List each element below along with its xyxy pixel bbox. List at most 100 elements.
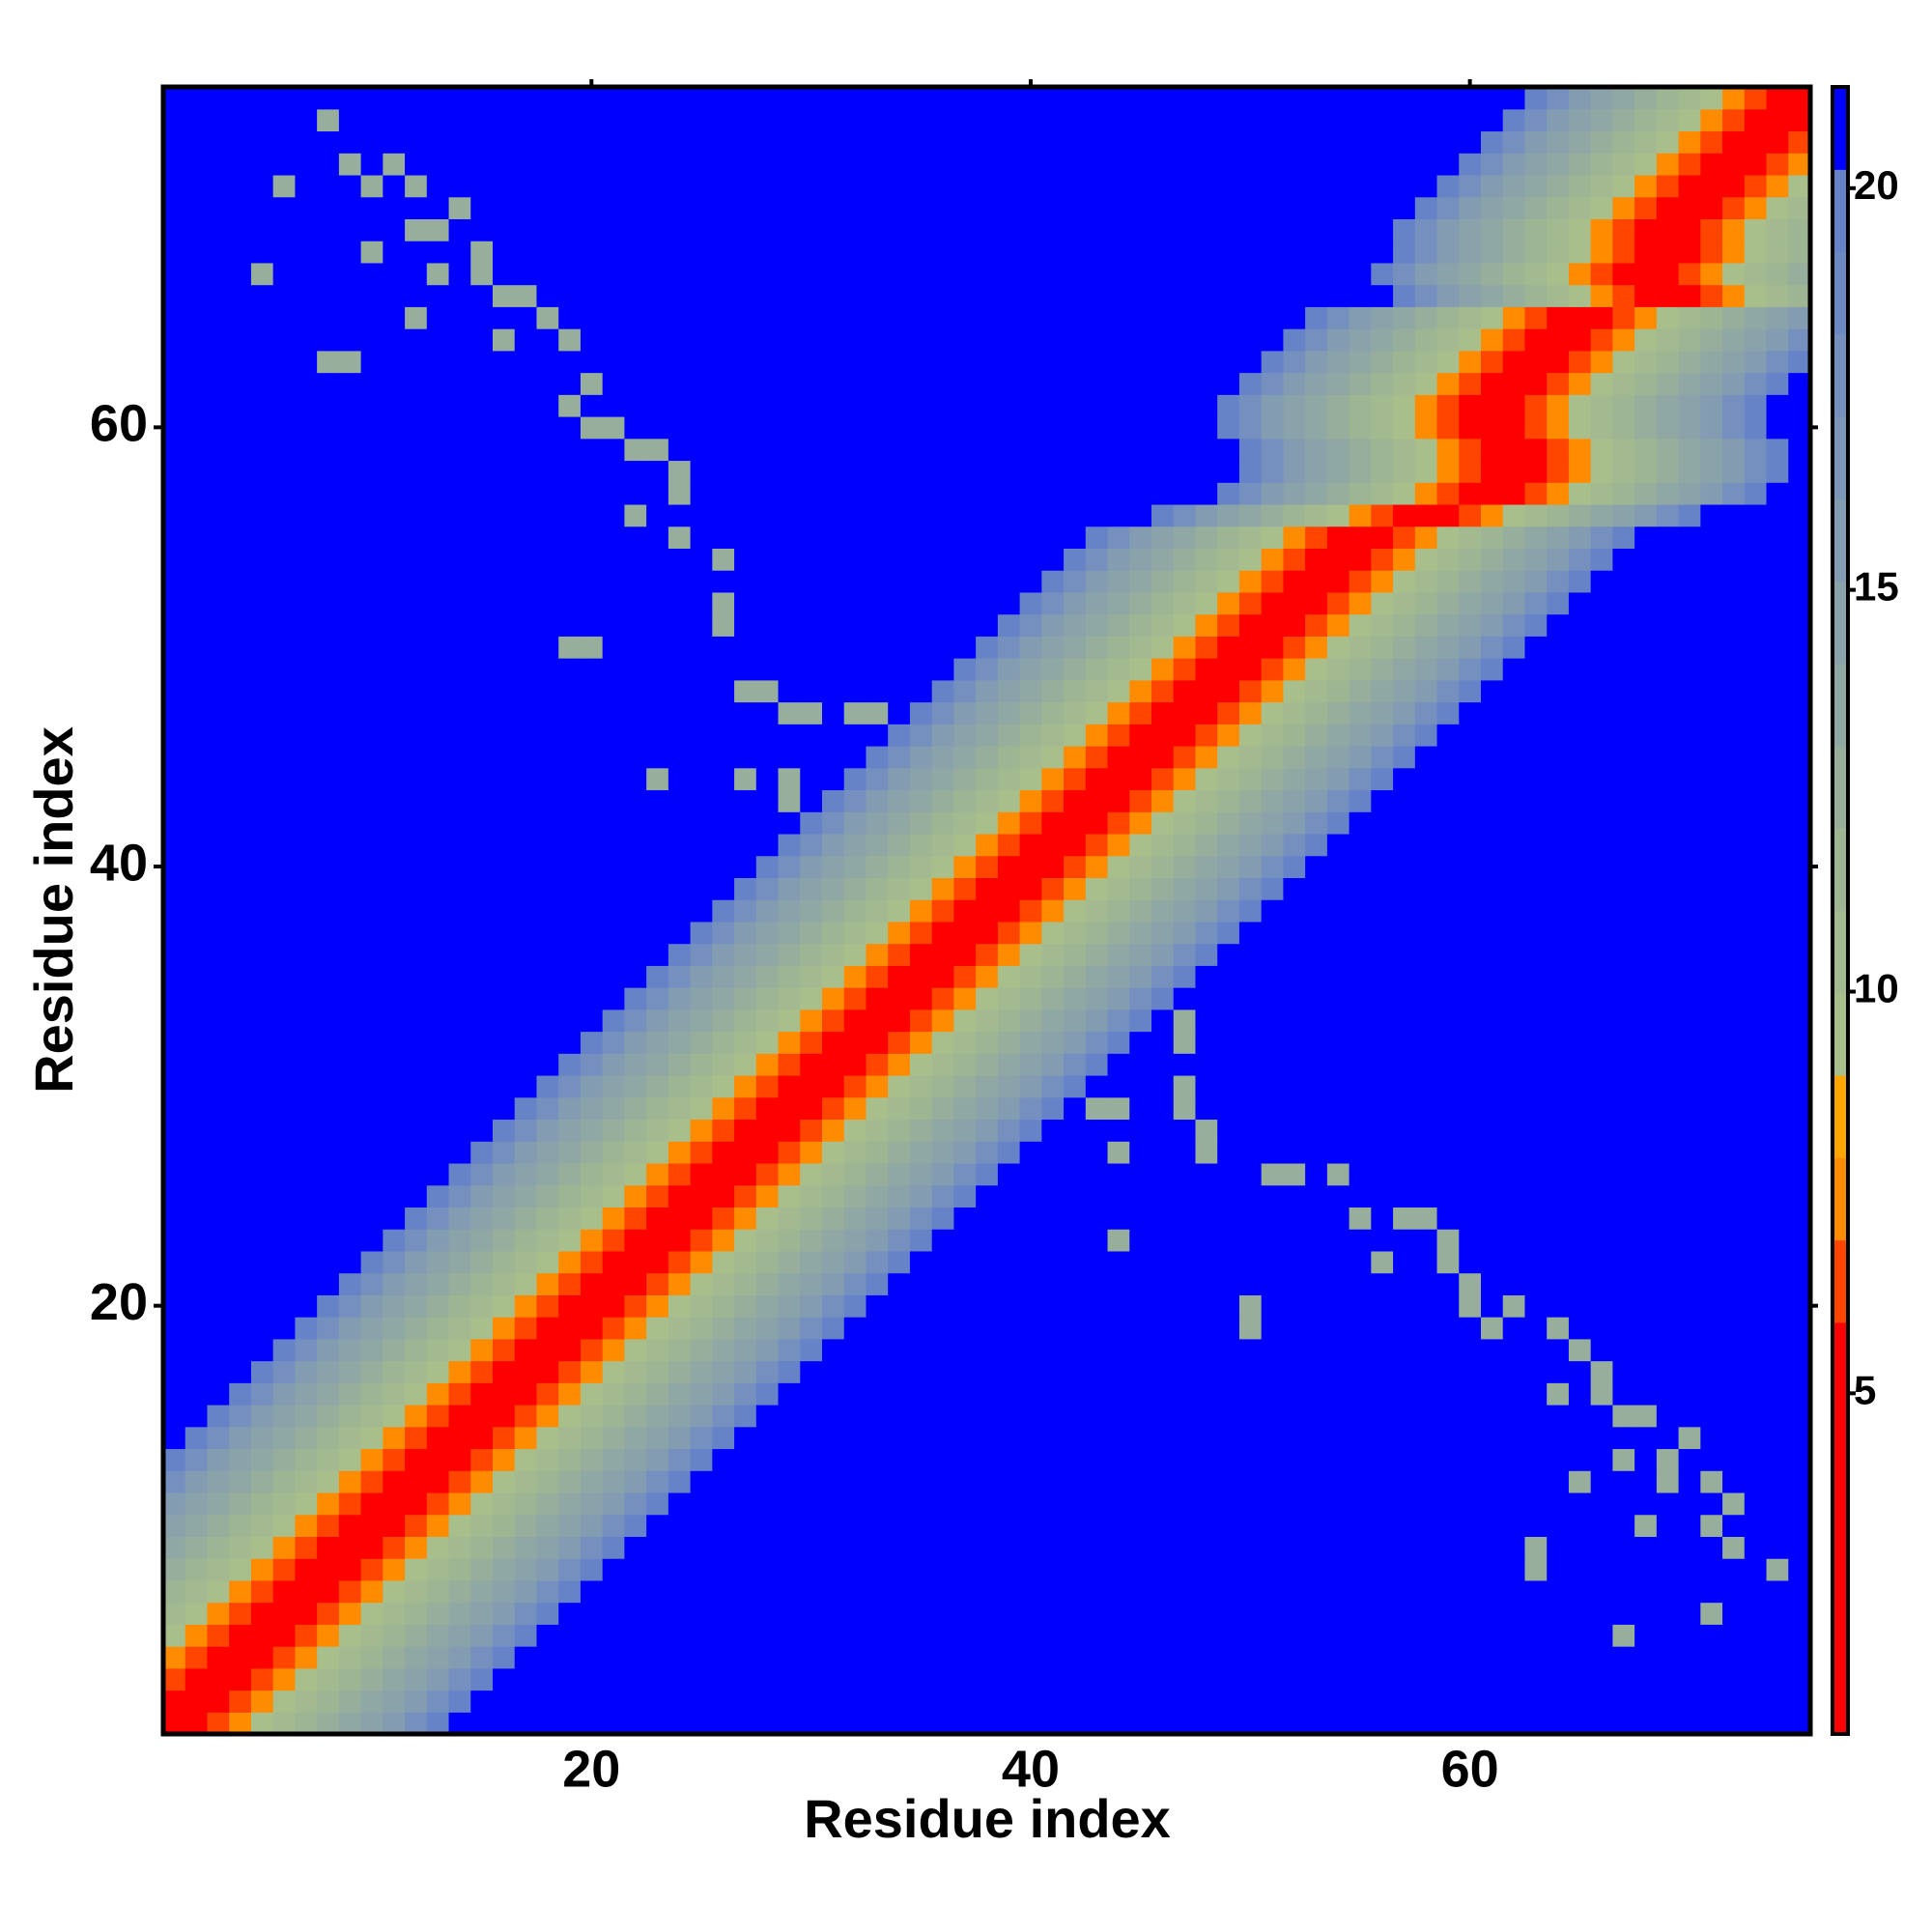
heatmap-cell bbox=[1656, 460, 1680, 483]
heatmap-cell bbox=[514, 1536, 538, 1559]
heatmap-cell bbox=[1744, 482, 1768, 505]
heatmap-cell bbox=[493, 613, 516, 637]
heatmap-cell bbox=[514, 1558, 538, 1581]
heatmap-cell bbox=[1656, 1426, 1680, 1450]
heatmap-cell bbox=[1678, 789, 1701, 812]
heatmap-cell bbox=[448, 306, 471, 329]
heatmap-cell bbox=[668, 416, 692, 440]
heatmap-cell bbox=[448, 1272, 471, 1295]
heatmap-cell bbox=[1744, 724, 1768, 747]
heatmap-cell bbox=[1326, 658, 1350, 681]
heatmap-cell bbox=[800, 1448, 823, 1471]
heatmap-cell bbox=[1634, 1250, 1658, 1274]
heatmap-cell bbox=[690, 1250, 713, 1274]
heatmap-cell bbox=[1678, 899, 1701, 923]
heatmap-cell bbox=[317, 1667, 340, 1691]
heatmap-cell bbox=[1612, 833, 1635, 857]
heatmap-cell bbox=[1129, 877, 1152, 900]
heatmap-cell bbox=[1678, 1184, 1701, 1208]
heatmap-cell bbox=[1129, 658, 1152, 681]
heatmap-cell bbox=[909, 1009, 933, 1033]
heatmap-cell bbox=[272, 350, 296, 374]
heatmap-cell bbox=[997, 482, 1021, 505]
heatmap-cell bbox=[1085, 438, 1109, 462]
heatmap-cell bbox=[1634, 570, 1658, 593]
heatmap-cell bbox=[1261, 746, 1284, 769]
heatmap-cell bbox=[405, 1207, 428, 1230]
heatmap-cell bbox=[1349, 1053, 1372, 1076]
heatmap-cell bbox=[558, 1492, 582, 1516]
heatmap-cell bbox=[1590, 613, 1613, 637]
heatmap-cell bbox=[1700, 1207, 1723, 1230]
heatmap-cell bbox=[690, 1558, 713, 1581]
heatmap-cell bbox=[1371, 1162, 1394, 1186]
heatmap-cell bbox=[646, 1053, 669, 1076]
heatmap-cell bbox=[1459, 701, 1482, 724]
heatmap-cell bbox=[338, 613, 362, 637]
heatmap-cell bbox=[1129, 1558, 1152, 1581]
heatmap-cell bbox=[712, 570, 735, 593]
heatmap-cell bbox=[1326, 482, 1350, 505]
heatmap-cell bbox=[338, 548, 362, 571]
heatmap-cell bbox=[822, 1317, 845, 1340]
heatmap-cell bbox=[493, 350, 516, 374]
heatmap-cell bbox=[1019, 1667, 1042, 1691]
heatmap-cell bbox=[1436, 1624, 1460, 1647]
heatmap-cell bbox=[1744, 833, 1768, 857]
heatmap-cell bbox=[690, 811, 713, 835]
heatmap-cell bbox=[383, 1250, 406, 1274]
heatmap-cell bbox=[778, 1207, 801, 1230]
heatmap-cell bbox=[1041, 1141, 1065, 1164]
heatmap-cell bbox=[822, 1558, 845, 1581]
heatmap-cell bbox=[734, 1250, 757, 1274]
heatmap-cell bbox=[624, 833, 647, 857]
heatmap-cell bbox=[1547, 1602, 1570, 1625]
heatmap-cell bbox=[1524, 394, 1548, 417]
heatmap-cell bbox=[1217, 987, 1240, 1010]
heatmap-cell bbox=[734, 482, 757, 505]
heatmap-cell bbox=[646, 1317, 669, 1340]
heatmap-cell bbox=[448, 1141, 471, 1164]
heatmap-cell bbox=[822, 1382, 845, 1406]
heatmap-cell bbox=[755, 1009, 780, 1033]
heatmap-cell bbox=[1414, 1184, 1438, 1208]
heatmap-cell bbox=[734, 262, 757, 286]
heatmap-cell bbox=[1568, 503, 1592, 527]
heatmap-cell bbox=[1393, 526, 1416, 549]
heatmap-cell bbox=[1568, 1229, 1592, 1252]
heatmap-cell bbox=[1502, 1712, 1526, 1735]
heatmap-cell bbox=[383, 701, 406, 724]
heatmap-cell bbox=[1436, 636, 1460, 659]
heatmap-cell bbox=[207, 1119, 230, 1142]
heatmap-cell bbox=[1459, 1184, 1482, 1208]
heatmap-cell bbox=[1502, 636, 1526, 659]
heatmap-cell bbox=[383, 1272, 406, 1295]
heatmap-cell bbox=[405, 284, 428, 307]
heatmap-cell bbox=[558, 679, 582, 703]
heatmap-cell bbox=[843, 416, 867, 440]
heatmap-cell bbox=[272, 1405, 296, 1428]
heatmap-cell bbox=[1349, 1624, 1372, 1647]
heatmap-cell bbox=[1722, 1690, 1746, 1713]
heatmap-cell bbox=[1590, 833, 1613, 857]
heatmap-cell bbox=[690, 833, 713, 857]
heatmap-cell bbox=[866, 306, 889, 329]
heatmap-cell bbox=[514, 372, 538, 395]
heatmap-cell bbox=[185, 1162, 209, 1186]
heatmap-cell bbox=[338, 1579, 362, 1604]
heatmap-cell bbox=[1173, 1229, 1197, 1252]
heatmap-cell bbox=[1766, 1229, 1789, 1252]
heatmap-cell bbox=[1744, 746, 1768, 769]
heatmap-cell bbox=[470, 613, 494, 637]
heatmap-cell bbox=[1481, 855, 1504, 878]
heatmap-cell bbox=[295, 372, 318, 395]
heatmap-cell bbox=[822, 965, 845, 988]
heatmap-cell bbox=[1634, 1448, 1658, 1471]
heatmap-cell bbox=[778, 1184, 801, 1208]
heatmap-cell bbox=[1261, 1514, 1284, 1537]
heatmap-cell bbox=[360, 987, 384, 1010]
heatmap-cell bbox=[1326, 1536, 1350, 1559]
heatmap-cell bbox=[888, 1053, 911, 1076]
heatmap-cell bbox=[207, 679, 230, 703]
heatmap-cell bbox=[1678, 746, 1701, 769]
